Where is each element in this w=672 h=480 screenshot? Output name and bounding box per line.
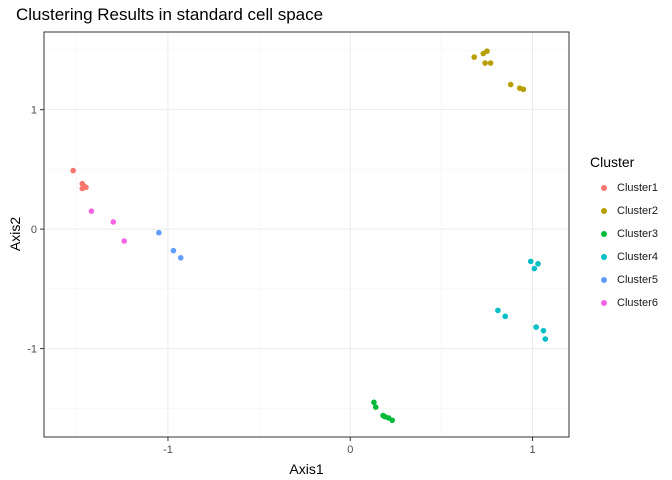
cluster2-point [471, 54, 478, 60]
cluster2-point [507, 81, 514, 88]
x-tick-label: 1 [529, 444, 535, 456]
chart-title: Clustering Results in standard cell spac… [16, 5, 324, 24]
legend-item-cluster5: Cluster5 [590, 268, 658, 291]
legend-item-cluster4: Cluster4 [590, 245, 658, 268]
grid-minor [44, 32, 569, 437]
cluster3-point [389, 417, 395, 424]
cluster4-point [540, 327, 547, 334]
legend-key [601, 230, 607, 237]
x-tick-label: -1 [163, 444, 173, 456]
y-tick-label: -1 [27, 344, 37, 356]
legend-key [601, 253, 607, 260]
x-tick-label: 0 [347, 444, 353, 456]
cluster2-point [484, 48, 490, 54]
cluster6-point [88, 208, 95, 215]
cluster1-point [70, 167, 76, 174]
y-tick-label: 0 [31, 224, 37, 236]
cluster4-point [527, 258, 534, 265]
cluster4-point [531, 265, 538, 272]
cluster4-point [542, 336, 549, 342]
x-axis-title: Axis1 [289, 461, 323, 477]
legend-items: Cluster1 Cluster2 Cluster3 Cluster4 Cluster5… [590, 176, 658, 314]
cluster6-point [110, 219, 117, 225]
data-points [70, 48, 549, 424]
legend-key [601, 184, 607, 191]
cluster4-point [502, 313, 508, 320]
cluster2-point [487, 60, 494, 66]
legend-key [601, 276, 607, 283]
cluster1-point [83, 184, 89, 191]
cluster4-point [533, 324, 539, 330]
legend-key [601, 207, 607, 214]
y-axis-title: Axis2 [7, 217, 23, 251]
y-tick-label: 1 [31, 105, 37, 117]
plot-panel-border [43, 31, 570, 438]
cluster5-point [170, 247, 177, 254]
legend-key [601, 299, 607, 306]
cluster4-point [535, 260, 541, 267]
legend-label: Cluster5 [617, 273, 658, 286]
axis-ticks: -1 0 1 -1 0 1 [27, 105, 535, 456]
legend-label: Cluster2 [617, 204, 658, 217]
legend-item-cluster1: Cluster1 [590, 176, 658, 199]
cluster2-point [482, 60, 488, 66]
cluster5-point [177, 254, 184, 261]
legend-item-cluster3: Cluster3 [590, 222, 658, 245]
legend-label: Cluster3 [617, 227, 658, 240]
legend-label: Cluster4 [617, 250, 658, 263]
cluster6-point [121, 238, 128, 244]
legend-label: Cluster1 [617, 181, 658, 194]
cluster3-point [371, 399, 377, 406]
cluster5-point [156, 229, 162, 236]
legend-item-cluster6: Cluster6 [590, 291, 658, 314]
legend: Cluster Cluster1 Cluster2 Cluster3 Cluster4… [590, 154, 658, 314]
legend-item-cluster2: Cluster2 [590, 199, 658, 222]
legend-title: Cluster [590, 154, 635, 170]
cluster2-point [520, 86, 527, 93]
cluster4-point [495, 307, 501, 314]
grid-major [44, 32, 569, 437]
plot-panel-background [44, 32, 569, 437]
cluster3-point [372, 404, 379, 410]
legend-label: Cluster6 [617, 296, 658, 309]
